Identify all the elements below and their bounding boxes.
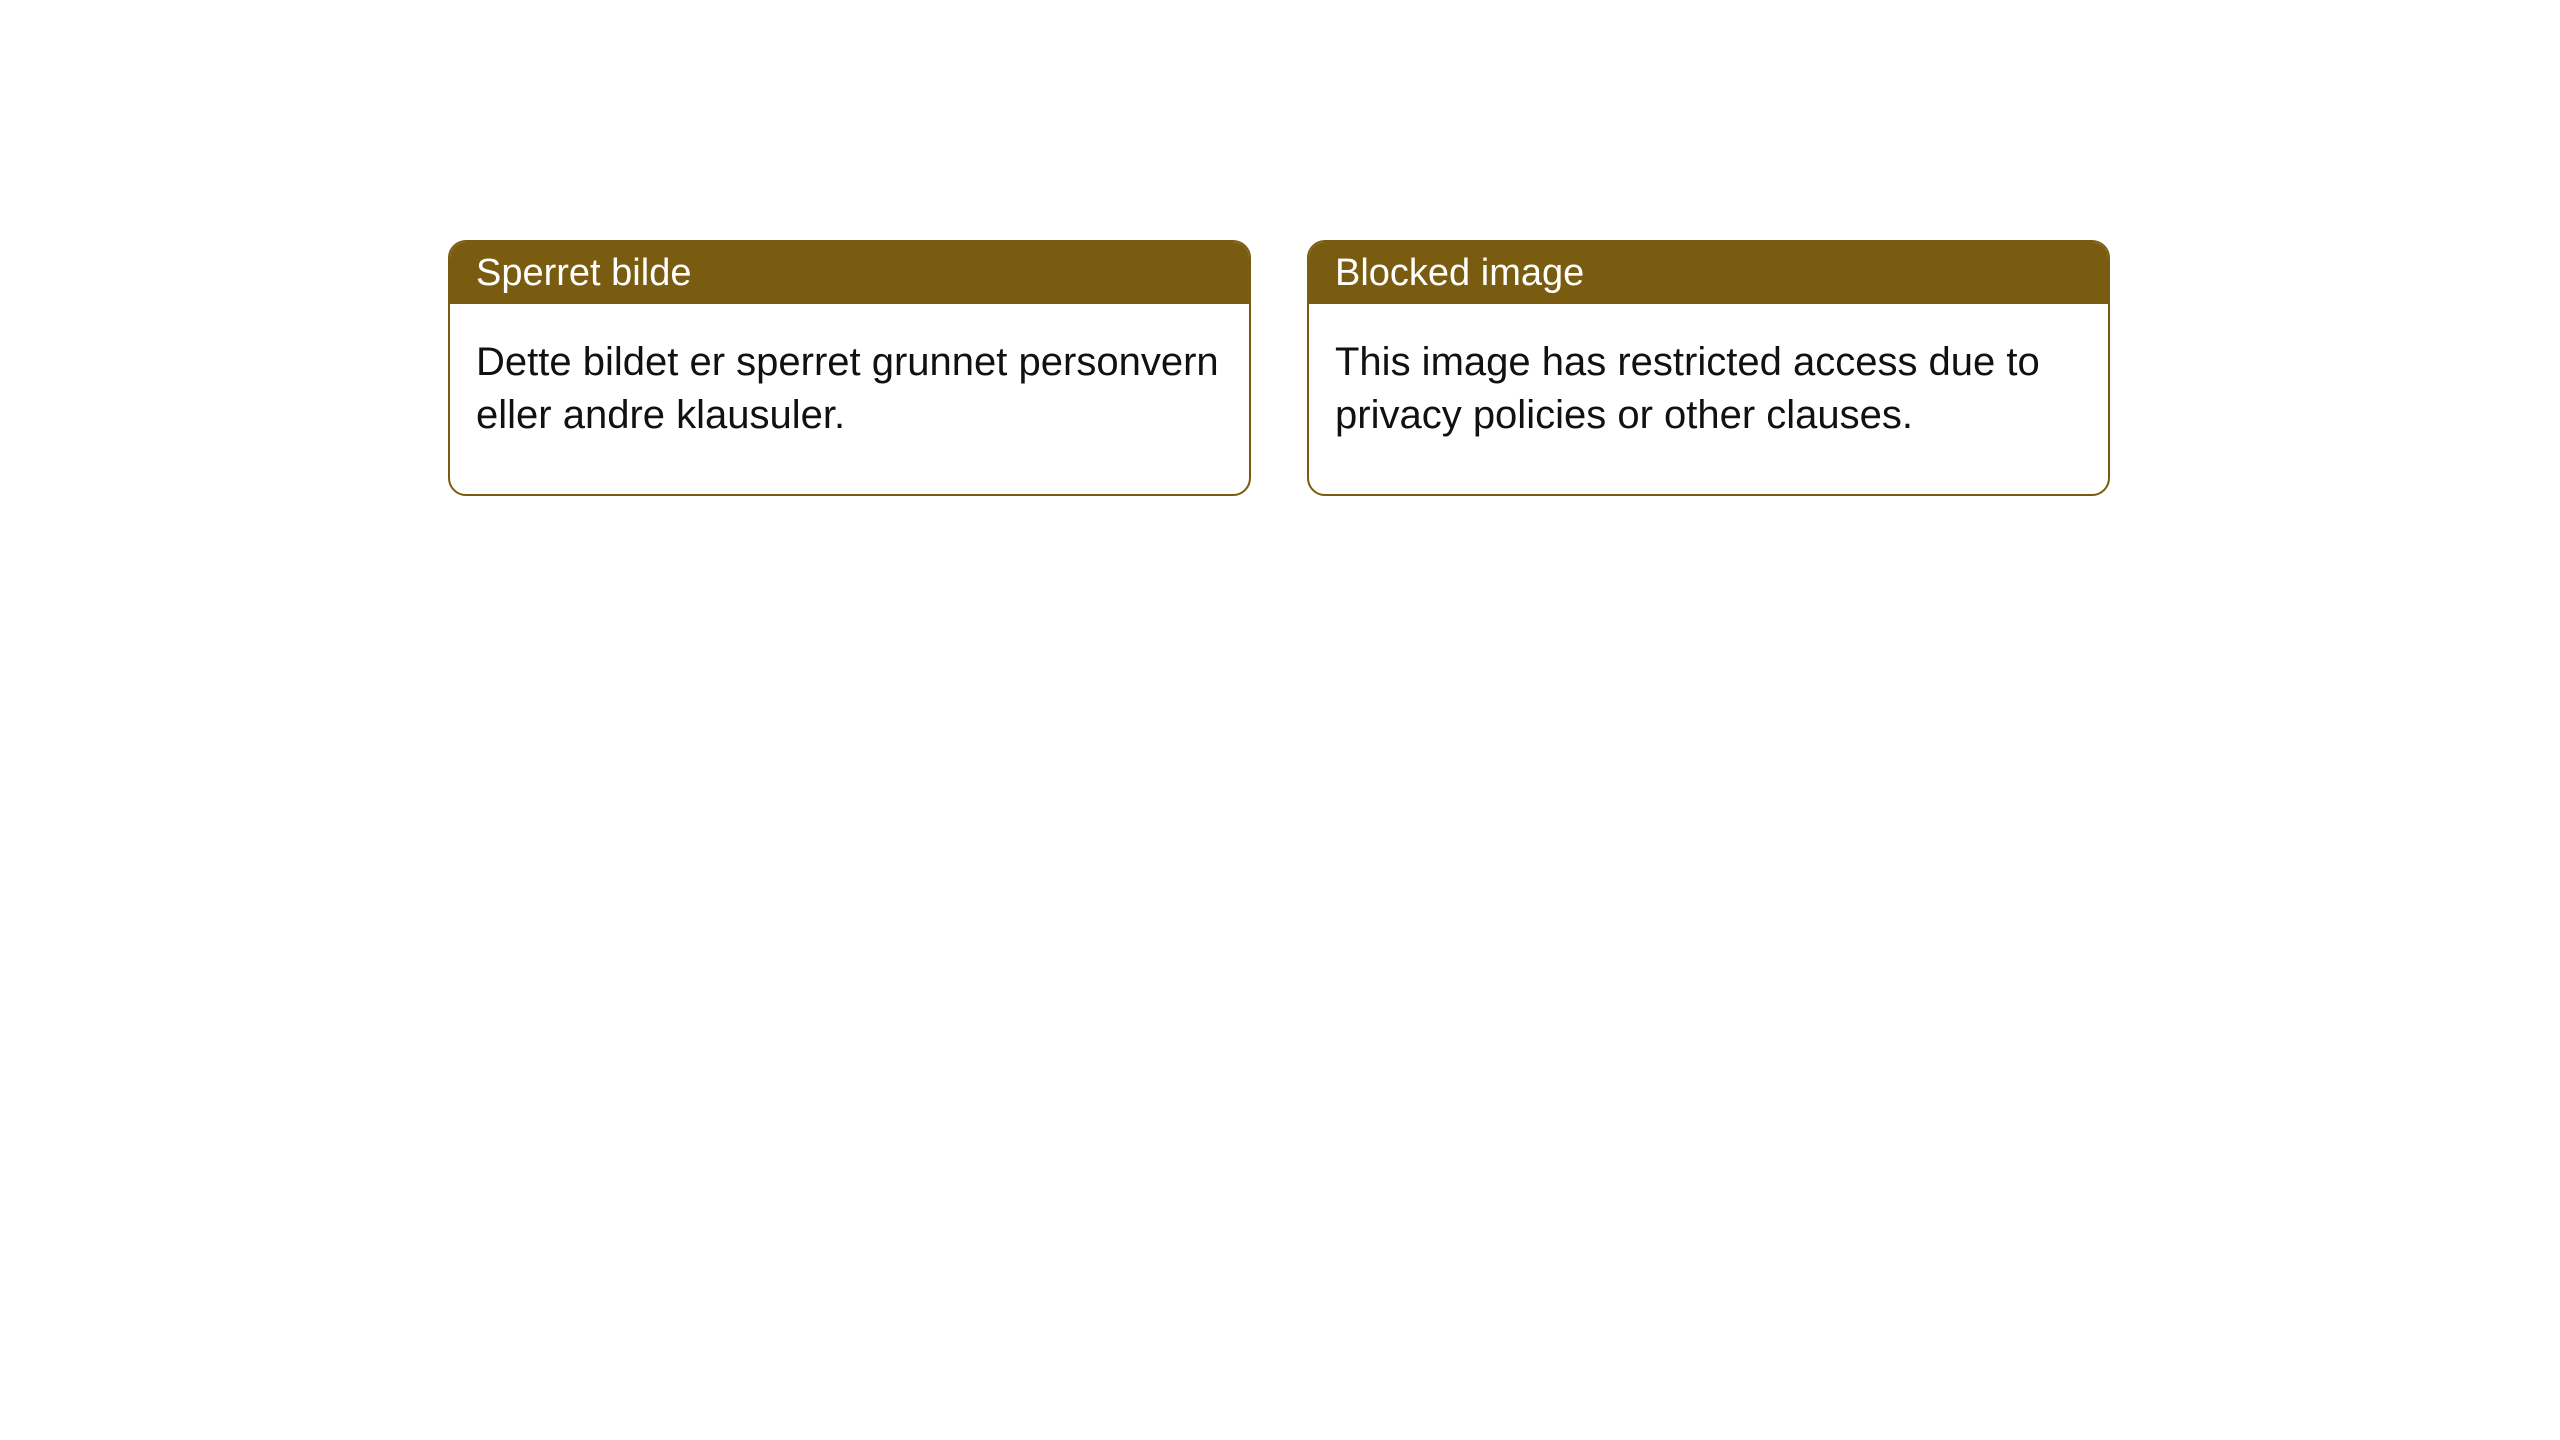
notice-card-en: Blocked image This image has restricted … [1307,240,2110,496]
notice-card-title: Blocked image [1309,242,2108,304]
notice-card-no: Sperret bilde Dette bildet er sperret gr… [448,240,1251,496]
notice-card-body: This image has restricted access due to … [1309,304,2108,494]
notice-card-title: Sperret bilde [450,242,1249,304]
notice-card-body: Dette bildet er sperret grunnet personve… [450,304,1249,494]
notice-cards-row: Sperret bilde Dette bildet er sperret gr… [0,0,2560,496]
